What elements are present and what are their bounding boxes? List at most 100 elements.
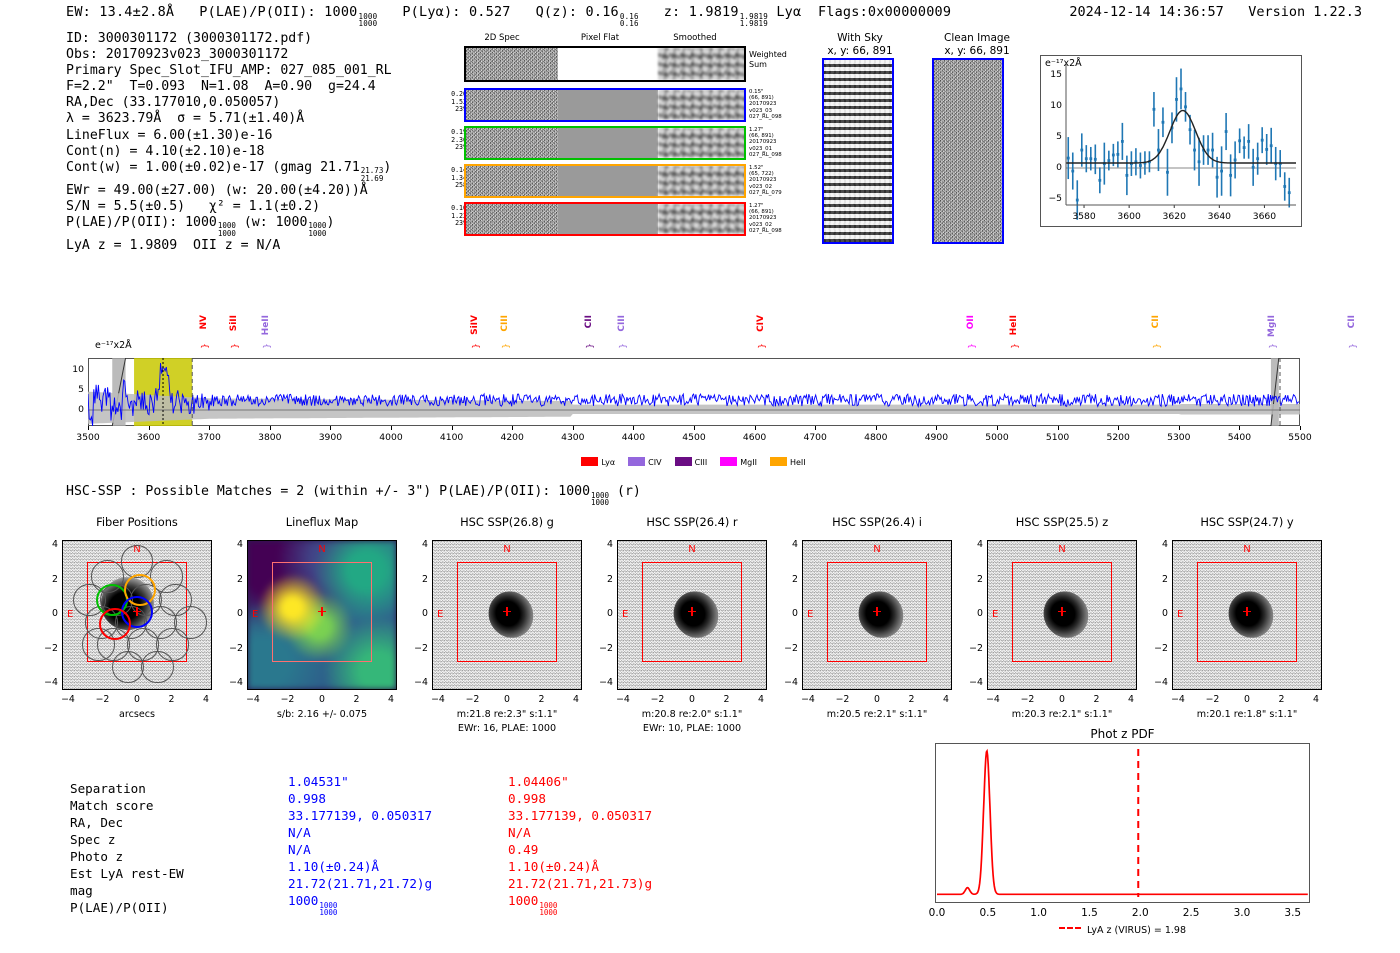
cutout-xtick: −2 [1020,694,1035,705]
spectrum-xtick: 4000 [379,432,403,443]
ion-bracket: { [583,343,594,349]
cutout-ytick: 0 [977,608,983,619]
photz-plot [935,743,1310,903]
spectrum-legend-item: CIV [628,457,662,467]
zoom-xtick: 3660 [1252,211,1277,222]
match-table-blue-value: N/A [288,825,311,840]
line-fit-zoom-plot: e⁻¹⁷x2Å [1040,55,1302,227]
fiber-row-0-weights: 0.20 1.52 239 [451,90,467,114]
spectrum-xtick: 5500 [1288,432,1312,443]
cutout-ytick: 2 [237,573,243,585]
spectrum-legend: Lyα CIV CIII MgII HeII [0,457,1400,467]
fiber-circle [120,545,154,578]
ion-label-ciii: CIII [499,315,510,332]
fiber-circle [82,628,115,661]
photz-xaxis: 0.0 0.5 1.0 1.5 2.0 2.5 3.0 3.5 [929,905,1310,927]
aperture-box [1196,561,1298,663]
cutout-xtick: 2 [538,694,545,705]
info-redshifts: LyA z = 1.9809 OII z = N/A [66,237,281,253]
compass-north: N [318,544,326,555]
ion-bracket: { [756,343,767,349]
spectrum-xtick: 4500 [682,432,706,443]
ion-label-civ: CIV [756,315,767,332]
twod-title-pixelflat: Pixel Flat [580,33,620,43]
cutout-ytick: −2 [784,642,798,654]
legend-swatch [720,457,738,466]
cutout-sub1-0: arcsecs [118,709,156,720]
spectrum-ytick: 0 [78,404,84,415]
compass-north: N [688,544,696,555]
zoom-plot-xaxis: 3580 3600 3620 3640 3660 [1040,55,1302,255]
zoom-ytick: 0 [1056,161,1062,173]
photz-legend-label: LyA z (VIRUS) = 1.98 [1086,925,1187,936]
legend-swatch [581,457,599,466]
spectrum-xtick-mark [1118,426,1120,430]
cutout-ytick: 0 [237,608,243,619]
ion-label-ciii: CIII [617,315,628,332]
cutout-xtick: 0 [874,694,880,705]
cutout-sub1-2: m:21.8 re:2.3" s:1.1" [456,709,558,720]
header-linetype: Lyα [776,4,802,20]
cutout-ytick: −4 [599,677,613,688]
zoom-plot-yaxis: −5 0 5 10 15 [1040,55,1302,227]
spectrum-ytick: 5 [78,384,84,395]
cutout-ytick: −2 [229,642,243,654]
spectrum-ytick: 10 [72,364,84,375]
compass-north: N [1243,544,1251,555]
spectrum-xtick: 3700 [197,432,221,443]
compass-east: E [807,609,814,621]
cutout-row: Fiber Positions N E −4 −4 −2 −2 0 0 2 2 4 4 arcsecs Li… [0,515,1400,734]
zoom-ytick: 10 [1050,100,1062,112]
photz-legend: LyA z (VIRUS) = 1.98 [935,925,1310,936]
spectrum-legend-item: CIII [674,457,707,467]
ion-bracket: { [1347,343,1358,349]
legend-label: MgII [740,458,757,467]
spectrum-xtick-mark [330,426,332,430]
twod-fiber-rows: 0.20 1.52 239 0.15" (66, 891) 20170923 v023_0… [435,88,782,243]
cutout-ytick: 2 [607,573,613,585]
match-table-key: RA, Dec [70,815,124,830]
zoom-plot-units: e⁻¹⁷x2Å [1045,58,1082,69]
header-plae: P(LAE)/P(OII): 1000 1000 1000 [199,4,378,29]
cutout-sub1-4: m:20.5 re:2.1" s:1.1" [826,709,928,720]
cutout-sub1-1: s/b: 2.16 +/- 0.075 [276,709,368,720]
cutout-xtick: 0 [1244,694,1250,705]
ion-bracket: { [1009,343,1020,349]
cutout-ytick: −4 [414,677,428,688]
spectrum-xaxis: 3500 3600 3700 3800 3900 4000 4100 4200 4300 4400… [76,426,1312,452]
ion-label-siiv: SiIV [470,315,481,335]
spectrum-xtick: 4300 [561,432,585,443]
photz-xtick: 0.5 [979,907,997,919]
zoom-ytick: 15 [1050,69,1062,81]
spectrum-xtick-mark [633,426,635,430]
match-table-blue-value: 33.177139, 0.050317 [288,808,433,823]
photz-xtick: 0.0 [928,907,946,919]
photz-canvas [937,748,1308,897]
spectrum-ion-labels: NV {SiII {HeII {SiIV {CIII {CII {CIII {CIV {OII {… [0,315,1400,357]
match-table-red-value: 0.49 [508,842,539,857]
hsc-header: HSC-SSP : Possible Matches = 2 (within +… [66,484,641,508]
spectrum-xtick-mark [391,426,392,430]
header-redshift: z: 1.9819 1.9819 1.9819 [663,4,768,29]
ion-bracket: { [499,343,510,349]
cutout-ytick: −2 [599,642,613,654]
info-id: ID: 3000301172 (3000301172.pdf) [66,31,313,46]
header-plya: P(Lyα): 0.527 [402,4,511,20]
spectrum-units: e⁻¹⁷x2Å [95,340,132,351]
cutout-sub2-3: EWr: 10, PLAE: 1000 [642,723,742,734]
cutout-ytick: 4 [237,539,243,550]
legend-swatch [769,457,787,466]
cutout-xtick: 2 [353,694,360,705]
match-table-blue-value: 1000 1000 1000 [288,893,338,918]
zoom-xtick: 3620 [1162,211,1186,222]
compass-east: E [67,609,74,621]
spectrum-xtick-mark [209,426,211,430]
ion-label-oii: OII [966,315,977,330]
